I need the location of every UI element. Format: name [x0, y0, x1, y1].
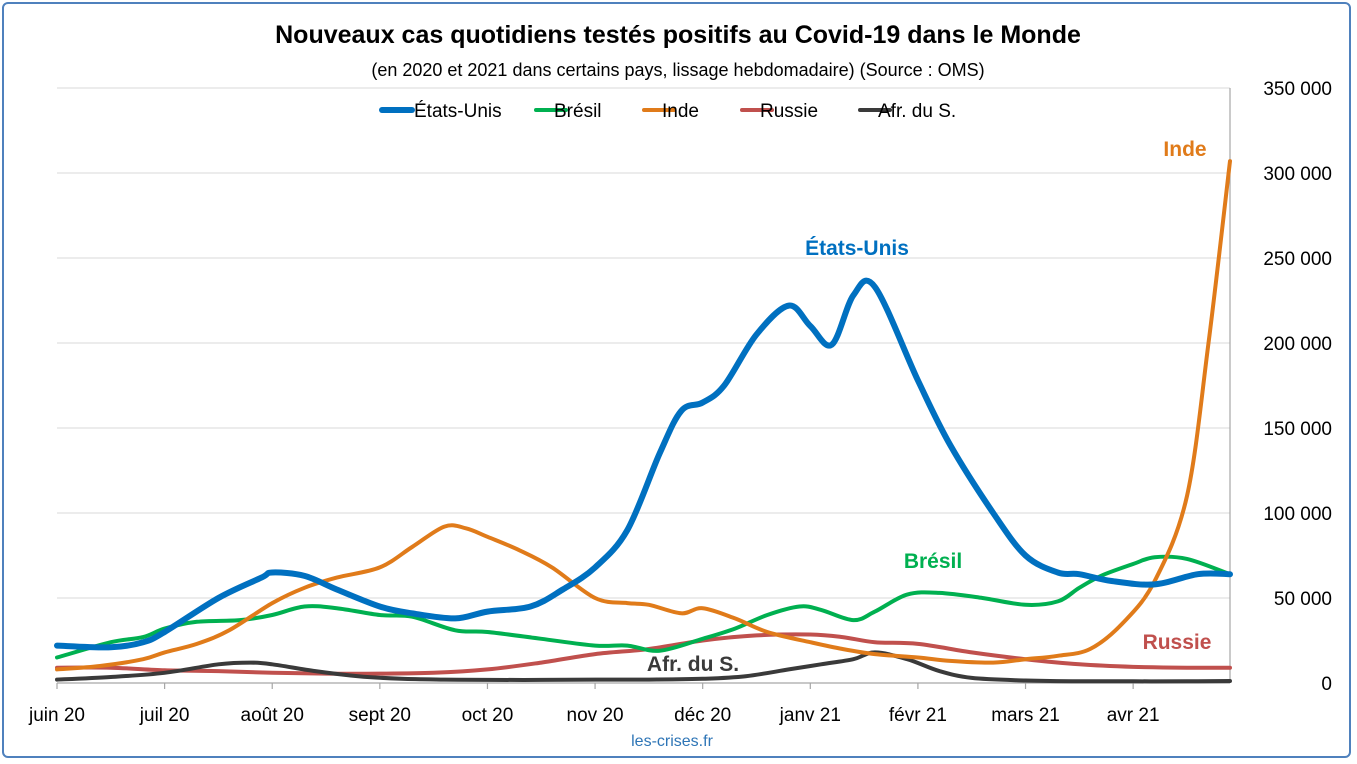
series-line-1	[55, 554, 1232, 660]
annotation-label: Inde	[1163, 138, 1206, 161]
x-tick-label: déc 20	[674, 705, 731, 726]
series-lines	[54, 159, 1233, 684]
legend-label: Afr. du S.	[878, 101, 956, 122]
series-line-4	[55, 650, 1232, 684]
gridlines	[57, 87, 1230, 599]
axes: 0 50 000 100 000 150 000 200 000 250 000 300 0…	[28, 79, 1332, 726]
legend-label: Brésil	[554, 101, 602, 122]
chart-subtitle: (en 2020 et 2021 dans certains pays, lis…	[371, 60, 984, 80]
x-tick-label: sept 20	[349, 705, 411, 726]
annotation-label: États-Unis	[805, 237, 909, 260]
x-tick-label: août 20	[241, 705, 304, 726]
series-line-0	[54, 277, 1233, 651]
x-tick-label: févr 21	[889, 705, 947, 726]
annotation-label: Afr. du S.	[647, 653, 739, 676]
y-tick-label: 150 000	[1263, 419, 1332, 440]
y-tick-label: 0	[1321, 674, 1332, 695]
series-line-3	[55, 632, 1232, 676]
series-line-2	[55, 159, 1232, 672]
y-tick-label: 200 000	[1263, 334, 1332, 355]
x-tick-label: janv 21	[779, 705, 841, 726]
source-note: les-crises.fr	[631, 733, 713, 750]
legend-label: Russie	[760, 101, 818, 122]
y-tick-label: 350 000	[1263, 79, 1332, 100]
x-tick-label: juil 20	[139, 705, 190, 726]
y-tick-label: 50 000	[1274, 589, 1332, 610]
annotation-label: Russie	[1143, 631, 1212, 654]
x-tick-label: nov 20	[567, 705, 624, 726]
chart-title: Nouveaux cas quotidiens testés positifs …	[275, 21, 1081, 49]
x-tick-label: mars 21	[991, 705, 1060, 726]
legend-label: Inde	[662, 101, 699, 122]
legend-label: États-Unis	[414, 101, 502, 122]
y-tick-label: 100 000	[1263, 504, 1332, 525]
annotations: Inde États-Unis Brésil Russie Afr. du S.	[647, 138, 1212, 676]
annotation-label: Brésil	[904, 550, 962, 573]
y-tick-label: 300 000	[1263, 164, 1332, 185]
x-tick-label: juin 20	[28, 705, 85, 726]
legend: États-Unis Brésil Inde Russie Afr. du S.	[379, 101, 956, 122]
y-tick-label: 250 000	[1263, 249, 1332, 270]
x-tick-label: oct 20	[462, 705, 514, 726]
x-tick-label: avr 21	[1107, 705, 1160, 726]
